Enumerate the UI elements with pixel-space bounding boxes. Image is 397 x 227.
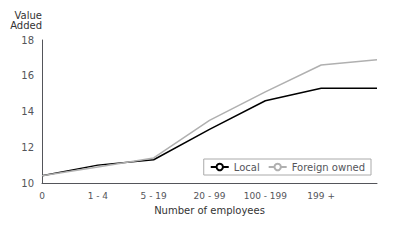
svg-text:20 - 99: 20 - 99 <box>194 191 226 201</box>
svg-text:Added: Added <box>10 20 42 31</box>
svg-text:Number of employees: Number of employees <box>154 205 265 216</box>
svg-text:199 +: 199 + <box>307 191 335 201</box>
svg-text:Value: Value <box>14 9 42 21</box>
svg-text:100 - 199: 100 - 199 <box>244 191 288 201</box>
svg-text:14: 14 <box>21 106 34 117</box>
svg-text:12: 12 <box>21 142 34 153</box>
svg-text:10: 10 <box>21 178 34 189</box>
svg-text:18: 18 <box>21 35 34 46</box>
svg-text:16: 16 <box>21 70 34 81</box>
svg-text:0: 0 <box>39 191 45 201</box>
svg-text:Local: Local <box>234 162 260 173</box>
svg-text:5 - 19: 5 - 19 <box>141 191 167 201</box>
svg-text:Foreign owned: Foreign owned <box>292 162 365 173</box>
svg-text:1 - 4: 1 - 4 <box>88 191 109 201</box>
